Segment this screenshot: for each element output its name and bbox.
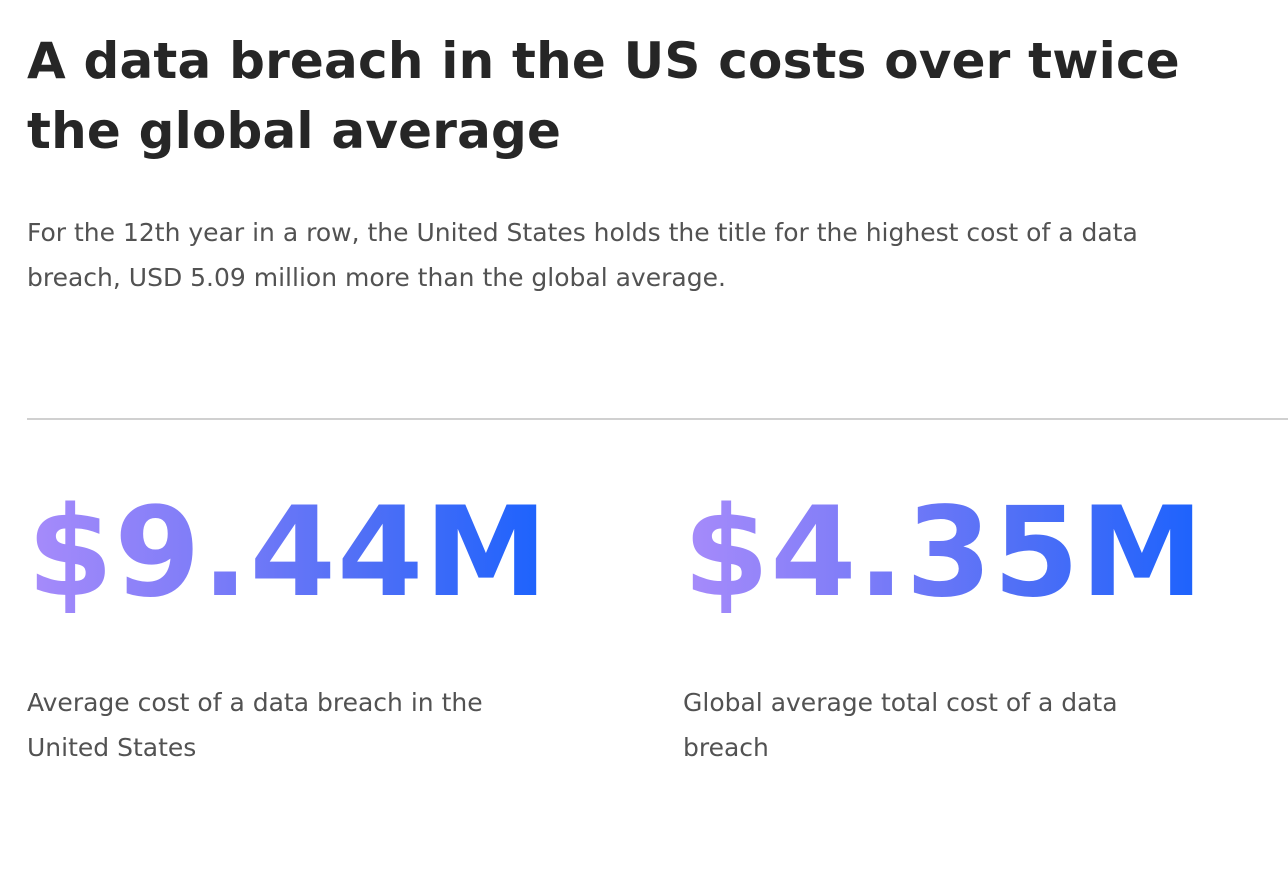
title: A data breach in the US costs over twice…: [27, 32, 1180, 160]
stat: $9.44M Average cost of a data breach in …: [27, 478, 587, 770]
stat-value: $4.35M: [683, 478, 1205, 628]
stat-label: Average cost of a data breach in the Uni…: [27, 688, 483, 762]
stat: $4.35M Global average total cost of a da…: [683, 478, 1243, 770]
stat-value: $9.44M: [27, 478, 549, 628]
divider: [27, 418, 1288, 420]
subtitle: For the 12th year in a row, the United S…: [27, 218, 1138, 292]
stat-label: Global average total cost of a data brea…: [683, 688, 1118, 762]
